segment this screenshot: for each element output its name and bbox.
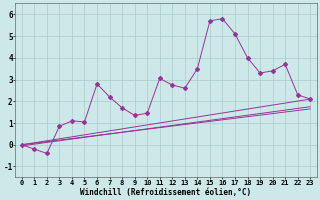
X-axis label: Windchill (Refroidissement éolien,°C): Windchill (Refroidissement éolien,°C) bbox=[80, 188, 252, 197]
